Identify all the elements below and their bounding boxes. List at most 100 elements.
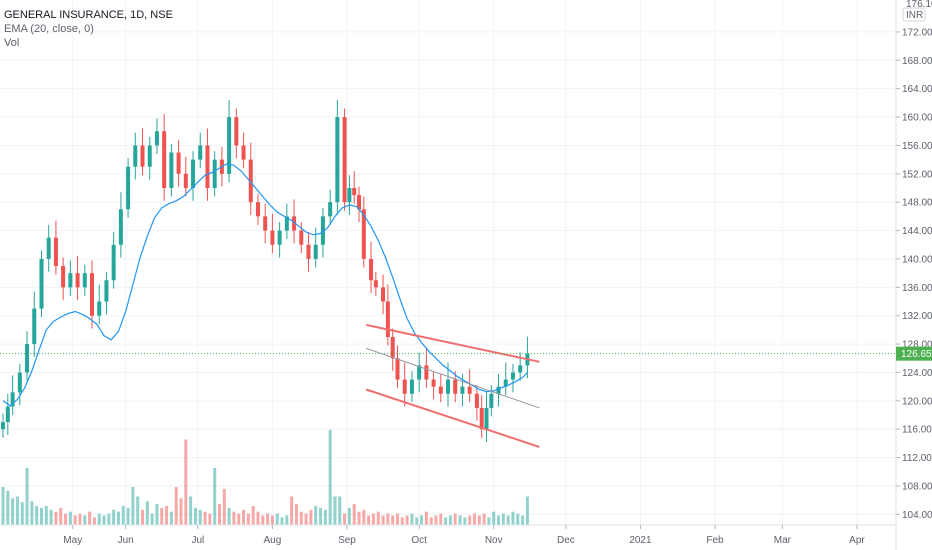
volume-bar <box>434 515 438 525</box>
price-tick-label: 132.00 <box>902 311 932 322</box>
candle-body <box>299 230 304 245</box>
candle-body <box>277 230 282 245</box>
volume-bar <box>222 488 226 525</box>
volume-bar <box>415 517 419 525</box>
price-tick-label: 104.00 <box>902 510 932 521</box>
candle-body <box>234 117 239 146</box>
candle-body <box>191 159 196 189</box>
volume-bar <box>314 506 318 525</box>
candle-body <box>306 244 311 259</box>
volume-bar <box>497 515 501 525</box>
candle-body <box>335 117 340 203</box>
time-tick-label: Jun <box>118 535 134 546</box>
volume-bar <box>391 515 395 525</box>
legend-ema[interactable]: EMA (20, close, 0) <box>4 23 94 35</box>
candle-body <box>198 145 203 160</box>
volume-bar <box>352 504 356 525</box>
candle-body <box>17 372 22 393</box>
candle-body <box>510 372 515 380</box>
candle-body <box>352 188 357 196</box>
candle-body <box>212 159 217 189</box>
volume-bar <box>424 511 428 525</box>
candle-body <box>503 379 508 387</box>
volume-bar <box>381 515 385 525</box>
candle-body <box>39 258 44 309</box>
candle-body <box>205 145 210 189</box>
volume-bar <box>347 507 351 525</box>
chart-legend: GENERAL INSURANCE, 1D, NSE EMA (20, clos… <box>4 8 173 50</box>
price-axis-background <box>896 0 932 550</box>
volume-bar <box>458 515 462 525</box>
volume-bar <box>472 513 476 525</box>
candles <box>1 100 530 442</box>
candle-body <box>474 393 479 408</box>
volume-bar <box>328 430 332 525</box>
volume-bars <box>1 430 529 525</box>
volume-bar <box>482 513 486 525</box>
candle-body <box>140 145 145 167</box>
candle-body <box>5 406 10 423</box>
volume-bar <box>141 509 145 525</box>
candle-body <box>409 379 414 394</box>
price-tick-label: 120.00 <box>902 396 932 407</box>
time-axis[interactable]: May Jun Jul Aug Sep Oct Nov Dec 2021 Feb Mar Apr <box>0 524 896 546</box>
current-price-label: 126.65 <box>901 349 932 360</box>
candle-body <box>241 145 246 160</box>
candle-body <box>438 386 443 394</box>
volume-bar <box>444 517 448 525</box>
volume-bar <box>266 513 270 525</box>
price-tick-label: 128.00 <box>902 340 932 351</box>
volume-bar <box>410 513 414 525</box>
candle-body <box>320 216 325 245</box>
volume-bar <box>68 511 72 525</box>
regression-channel[interactable] <box>365 323 540 448</box>
volume-bar <box>304 513 308 525</box>
legend-symbol[interactable]: GENERAL INSURANCE, 1D, NSE <box>4 9 173 21</box>
channel-upper-line <box>366 323 540 363</box>
volume-bar <box>102 515 106 525</box>
volume-bar <box>20 502 24 525</box>
candle-body <box>118 209 123 245</box>
price-tick-label: 152.00 <box>902 169 932 180</box>
volume-bar <box>261 515 265 525</box>
volume-bar <box>463 517 467 525</box>
volume-bar <box>88 511 92 525</box>
time-tick-label: May <box>63 535 82 546</box>
candle-body <box>402 379 407 394</box>
time-tick-label: Dec <box>557 535 575 546</box>
currency-badge[interactable] <box>902 7 926 22</box>
candle-body <box>1 422 5 430</box>
volume-bar <box>477 515 481 525</box>
time-tick-label: Oct <box>411 535 427 546</box>
volume-bar <box>429 517 433 525</box>
price-axis[interactable]: 104.00 108.00 112.00 116.00 120.00 124.00 128.… <box>895 0 932 550</box>
candle-body <box>75 273 80 288</box>
volume-bar <box>386 513 390 525</box>
volume-bar <box>395 513 399 525</box>
volume-bar <box>333 496 337 525</box>
volume-bar <box>92 517 96 525</box>
candle-body <box>68 273 73 288</box>
volume-bar <box>193 507 197 525</box>
volume-bar <box>78 513 82 525</box>
candle-body <box>424 365 429 380</box>
volume-bar <box>189 496 193 525</box>
currency-label: INR <box>906 10 923 21</box>
volume-bar <box>237 513 241 525</box>
time-tick-label: Apr <box>849 535 865 546</box>
volume-bar <box>150 513 154 525</box>
candle-body <box>489 393 494 408</box>
time-tick-label: Jul <box>191 535 204 546</box>
candle-body <box>270 230 275 245</box>
time-tick-label: Nov <box>485 535 503 546</box>
volume-bar <box>338 496 342 525</box>
volume-bar <box>208 513 212 525</box>
volume-bar <box>227 507 231 525</box>
legend-volume[interactable]: Vol <box>4 37 20 49</box>
price-tick-label: 124.00 <box>902 368 932 379</box>
candle-body <box>104 280 109 302</box>
time-tick-label: Sep <box>338 535 356 546</box>
volume-bar <box>468 515 472 525</box>
